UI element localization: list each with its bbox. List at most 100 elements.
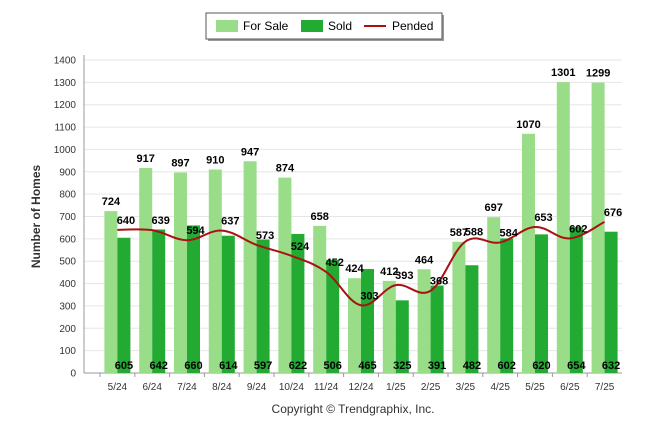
y-tick-label: 1100 [54,123,76,134]
pended-value-label: 303 [360,290,378,302]
x-tick-label: 4/25 [490,382,510,393]
for-sale-value-label: 724 [102,196,121,208]
sold-value-label: 620 [532,360,550,372]
for-sale-value-label: 697 [485,202,503,214]
y-tick-label: 600 [59,234,76,245]
y-tick-label: 900 [59,167,76,178]
legend-label-sold: Sold [328,19,352,33]
sold-bar [152,229,166,373]
sold-value-label: 482 [463,360,481,372]
pended-value-label: 452 [326,257,344,269]
for-sale-bar [348,278,361,373]
sold-bar [187,225,200,373]
legend-label-for-sale: For Sale [243,19,289,33]
y-tick-label: 100 [59,346,76,357]
y-tick-label: 0 [70,369,76,380]
pended-value-label: 653 [534,212,552,224]
for-sale-value-label: 1301 [551,67,575,79]
sold-bar [465,265,479,373]
pended-value-label: 602 [569,223,587,235]
for-sale-bar [174,172,187,373]
for-sale-bar [243,161,257,373]
x-tick-label: 9/24 [247,382,267,393]
pended-value-label: 584 [500,227,519,239]
sold-bar [500,238,514,373]
for-sale-bar [417,269,431,373]
pended-value-label: 368 [430,276,448,288]
sold-bar [291,233,305,373]
y-tick-label: 1200 [54,100,77,111]
pended-value-label: 637 [221,216,239,228]
y-tick-label: 200 [59,324,76,335]
y-tick-label: 1300 [54,78,77,89]
sold-bar [535,234,548,373]
sold-value-label: 506 [324,360,342,372]
x-tick-label: 10/24 [279,382,304,393]
for-sale-bar [452,241,466,373]
sold-value-label: 614 [219,360,238,372]
x-tick-label: 6/24 [142,382,162,393]
y-tick-label: 500 [59,257,76,268]
pended-value-label: 524 [291,241,310,253]
y-tick-label: 800 [59,190,76,201]
sold-value-label: 642 [150,360,168,372]
x-tick-label: 7/25 [595,382,615,393]
for-sale-bar [522,133,535,373]
y-tick-label: 300 [59,301,76,312]
for-sale-bar [139,167,153,373]
y-tick-label: 400 [59,279,76,290]
x-tick-label: 2/25 [421,382,441,393]
x-tick-label: 5/25 [525,382,545,393]
x-tick-label: 5/24 [108,382,128,393]
x-tick-label: 8/24 [212,382,232,393]
for-sale-bar [591,82,605,373]
x-tick-label: 6/25 [560,382,580,393]
sold-bar [604,231,618,373]
y-axis-title: Number of Homes [29,165,43,269]
pended-value-label: 676 [604,207,622,219]
for-sale-value-label: 464 [415,254,434,266]
for-sale-value-label: 897 [171,157,189,169]
for-sale-value-label: 658 [311,211,329,223]
sold-value-label: 325 [393,360,411,372]
pended-value-label: 588 [465,227,483,239]
y-tick-label: 700 [59,212,76,223]
legend-swatch-sold [301,20,323,32]
y-tick-label: 1400 [54,56,77,67]
pended-value-label: 594 [186,225,205,237]
sold-value-label: 391 [428,360,446,372]
copyright-text: Copyright © Trendgraphix, Inc. [272,402,435,416]
sold-bar [395,300,409,373]
sold-bar [326,259,340,373]
pended-line [117,220,606,307]
sold-bar [430,285,444,373]
for-sale-value-label: 424 [345,263,364,275]
sold-value-label: 632 [602,360,620,372]
sold-value-label: 660 [184,360,202,372]
legend-box [205,12,443,40]
for-sale-value-label: 917 [137,153,155,165]
for-sale-value-label: 910 [206,155,224,167]
for-sale-value-label: 412 [380,266,398,278]
sold-bar [569,226,583,373]
pended-value-label: 640 [117,215,135,227]
x-tick-label: 11/24 [314,382,339,393]
x-tick-label: 12/24 [348,382,373,393]
for-sale-bar [556,82,570,373]
sold-bar [256,239,270,373]
sold-bar [221,235,235,373]
sold-value-label: 465 [358,360,376,372]
for-sale-bar [208,169,222,373]
for-sale-bar [313,225,327,373]
for-sale-bar [487,217,501,373]
pended-value-label: 393 [395,270,413,282]
sold-value-label: 597 [254,360,272,372]
for-sale-value-label: 1070 [516,119,540,131]
for-sale-bar [278,177,292,373]
sold-value-label: 602 [498,360,516,372]
x-tick-label: 3/25 [456,382,476,393]
legend-swatch-for-sale [216,20,238,32]
legend-label-pended: Pended [392,19,433,33]
